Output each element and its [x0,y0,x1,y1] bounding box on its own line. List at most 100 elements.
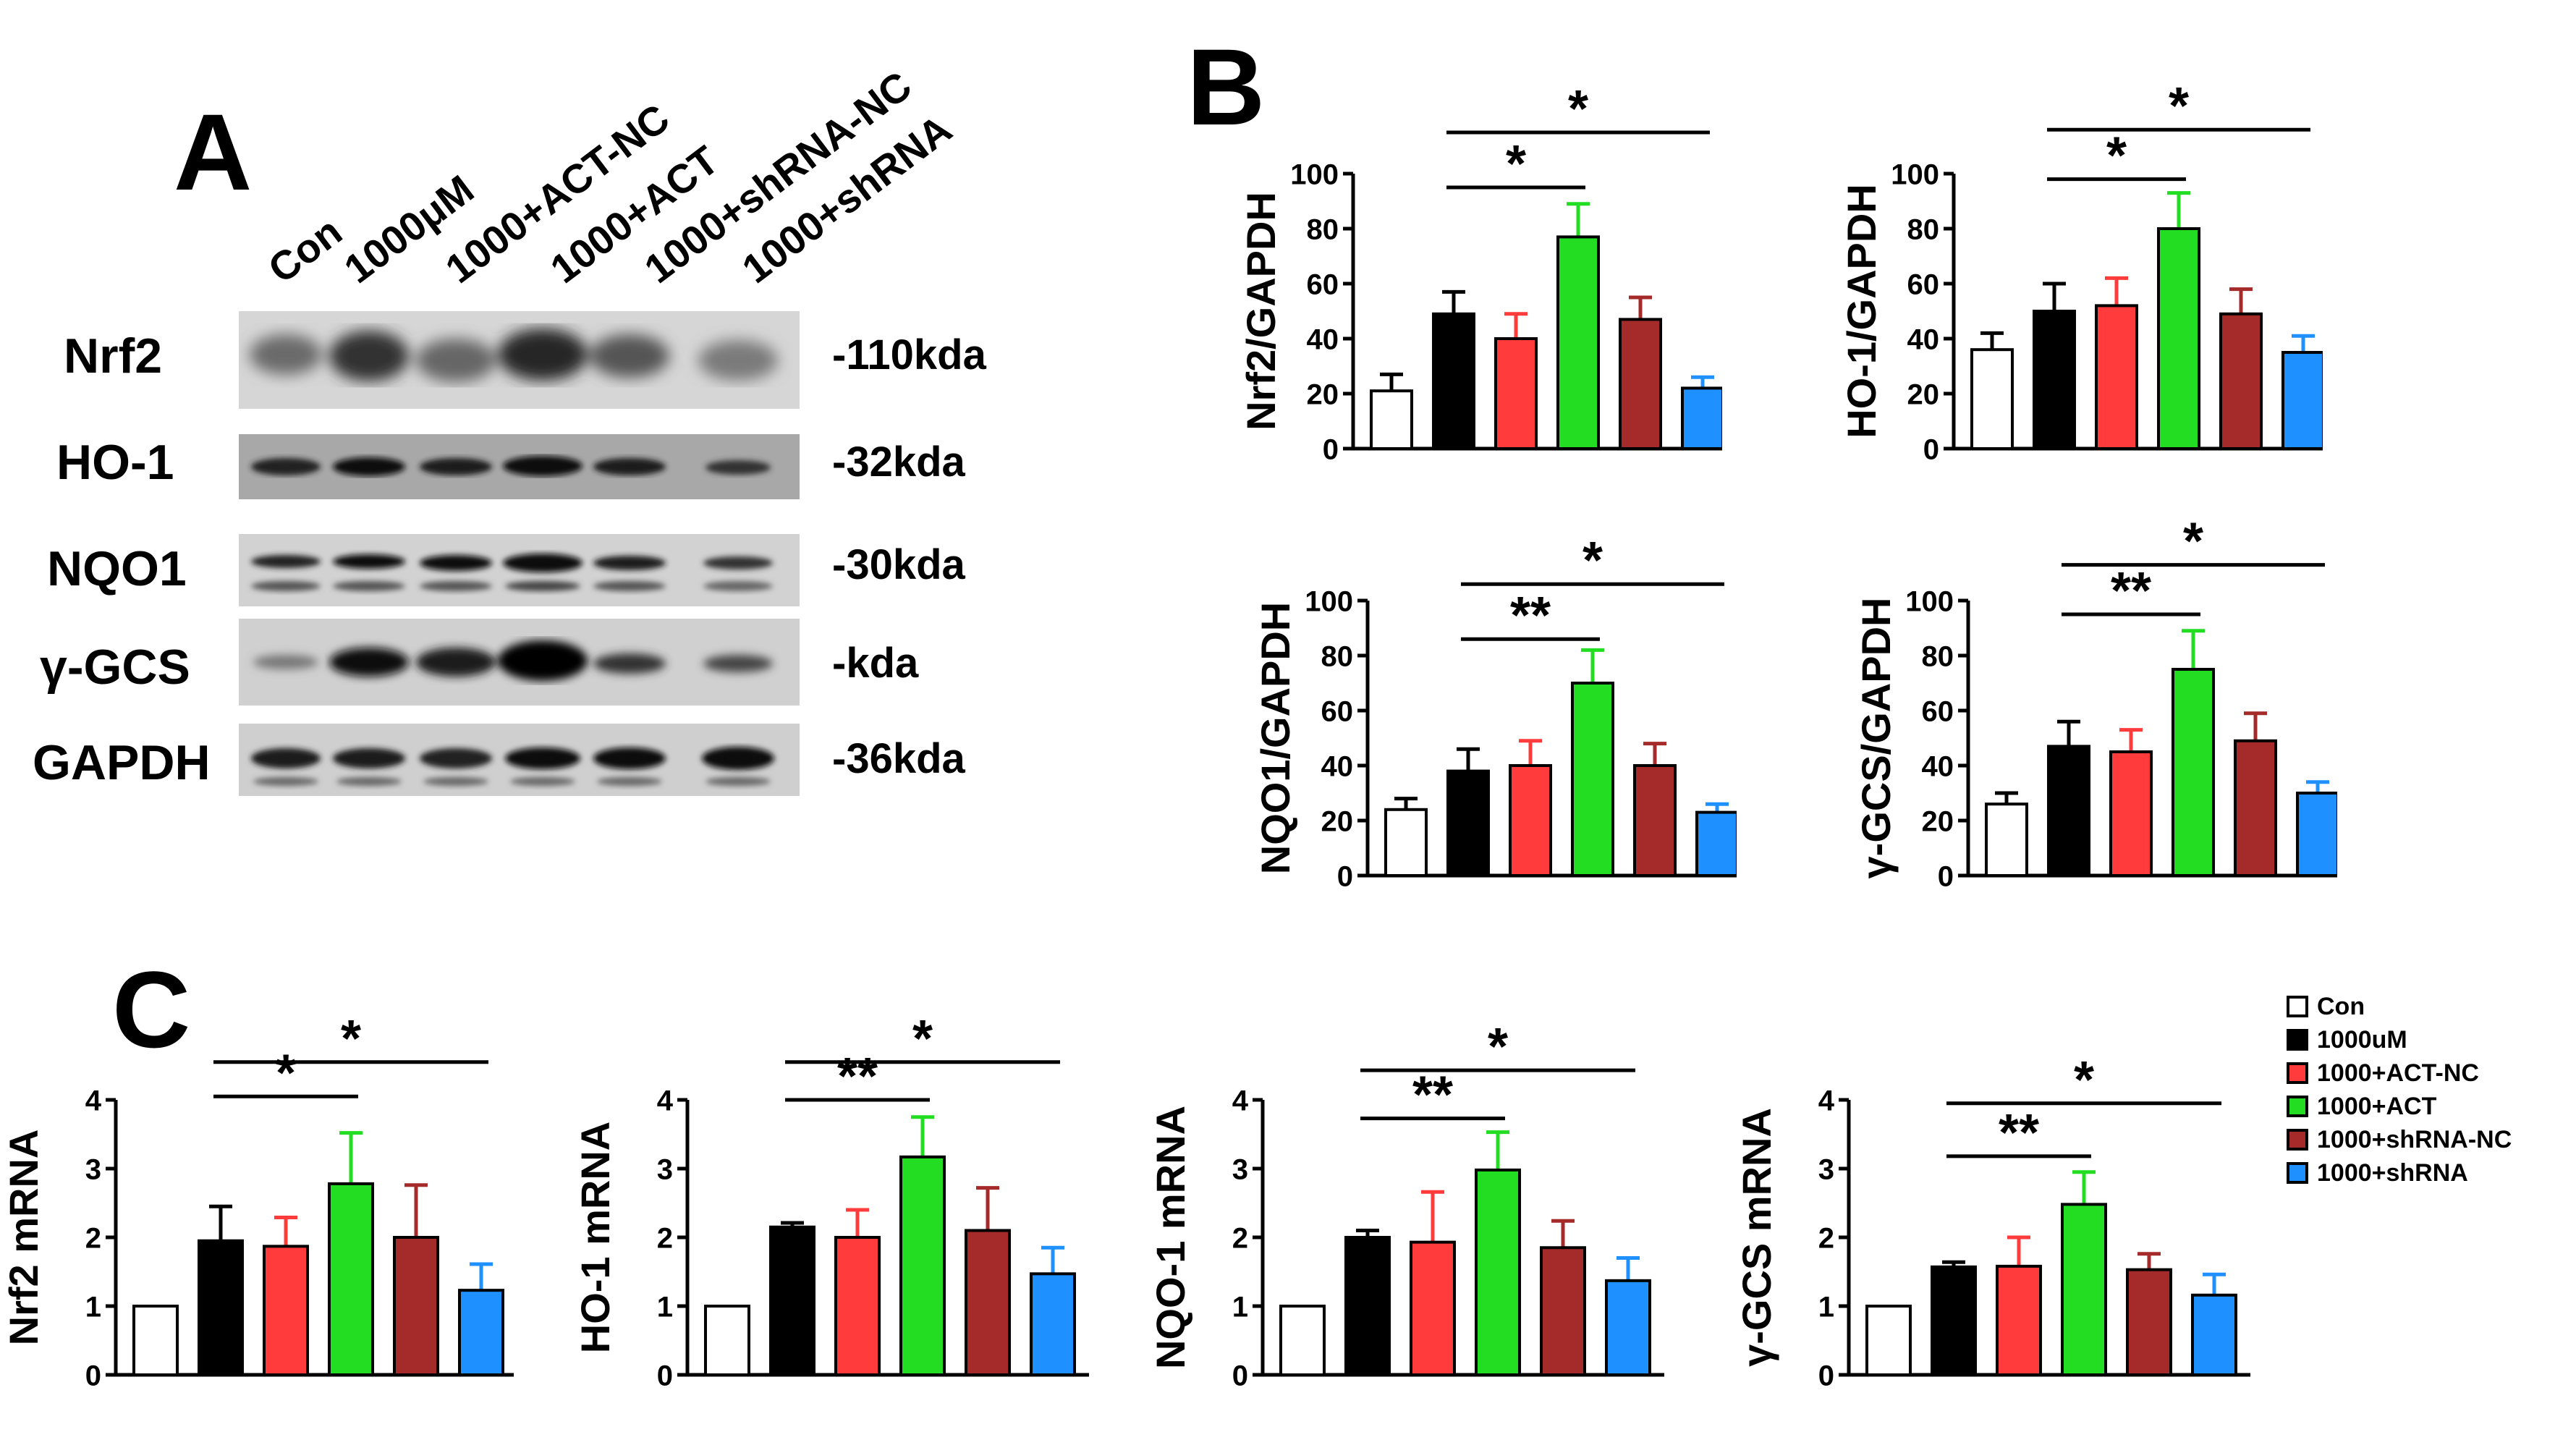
bar [1432,312,1475,450]
bar [1494,337,1538,450]
legend-label: 1000+shRNA [2317,1158,2468,1187]
bar [132,1305,179,1376]
bar [458,1289,504,1376]
bar [1681,386,1722,450]
y-axis-label: γ-GCS mRNA [1734,1108,1779,1367]
bar [1970,348,2014,451]
y-axis-label: Nrf2/GAPDH [1238,192,1284,431]
significance-label: ** [1510,587,1551,645]
bar [1279,1305,1326,1376]
bar [1475,1168,1521,1376]
legend-label: Con [2317,992,2365,1020]
blot-size-label: -32kda [832,439,965,486]
legend-label: 1000+ACT-NC [2317,1059,2479,1087]
blot-image-ho1 [239,434,800,499]
legend-label: 1000+ACT [2317,1092,2437,1120]
blot-protein-label: GAPDH [33,735,211,790]
legend-swatch [2287,1129,2308,1151]
y-axis-label: Nrf2 mRNA [7,1130,46,1346]
y-tick-label: 60 [1321,695,1354,727]
y-tick-label: 0 [1938,860,1954,892]
y-tick-label: 0 [1323,433,1339,465]
significance-label: ** [837,1048,878,1106]
lane-label: Con [259,208,350,292]
y-tick-label: 3 [657,1153,673,1185]
significance-label: * [2169,87,2189,135]
significance-label: * [912,1010,933,1068]
bar [2095,304,2138,450]
bar [1865,1305,1912,1376]
blot-image-nqo1 [239,534,800,606]
blot-image-gapdh [239,724,800,796]
bar [1556,235,1600,450]
blot-size-label: -110kda [832,331,986,378]
bar [2157,227,2200,450]
y-tick-label: 3 [1818,1153,1834,1185]
y-tick-label: 3 [85,1153,101,1185]
y-tick-label: 4 [1232,1085,1249,1117]
significance-label: * [341,1010,361,1068]
bar [2047,745,2090,877]
bar [1695,810,1737,878]
y-tick-label: 1 [85,1291,101,1323]
blot-image-gamma-gcs [239,619,800,706]
bar [2296,792,2337,877]
significance-label: * [1488,1018,1508,1076]
bar [834,1236,881,1376]
y-axis-label: HO-1 mRNA [572,1122,618,1353]
y-tick-label: 100 [1891,158,1939,190]
y-tick-label: 1 [1818,1291,1834,1323]
y-tick-label: 60 [1922,695,1954,727]
legend-item: 1000+ACT-NC [2287,1056,2512,1090]
y-tick-label: 0 [1923,433,1939,465]
bar [2191,1293,2237,1376]
bar [1633,764,1677,877]
bar [1410,1240,1456,1376]
y-tick-label: 3 [1232,1153,1248,1185]
significance-label: * [1568,87,1588,138]
blot-protein-label: γ-GCS [40,640,190,695]
y-tick-label: 40 [1907,323,1940,355]
significance-label: * [1583,532,1603,590]
bar [2109,750,2153,877]
y-axis-label: γ-GCS/GAPDH [1853,598,1899,879]
significance-label: ** [1999,1104,2039,1162]
bar [328,1182,374,1376]
blot-size-label: -kda [832,640,919,687]
legend-swatch [2287,1096,2308,1117]
y-tick-label: 80 [1907,213,1940,245]
legend-item: 1000+shRNA [2287,1156,2512,1190]
y-tick-label: 20 [1922,805,1954,837]
bar [2061,1203,2107,1376]
bar [2234,739,2277,877]
bar [2033,310,2076,450]
y-tick-label: 0 [85,1360,101,1391]
bar [198,1239,244,1376]
y-tick-label: 2 [1818,1222,1834,1254]
legend-item: 1000+shRNA-NC [2287,1123,2512,1156]
y-tick-label: 80 [1922,640,1954,672]
legend-swatch [2287,1062,2308,1084]
legend-label: 1000uM [2317,1025,2407,1054]
bar [1931,1265,1977,1376]
y-tick-label: 4 [85,1085,102,1117]
significance-label: * [2106,127,2127,185]
y-axis-label: NQO1/GAPDH [1253,602,1298,875]
y-tick-label: 1 [657,1291,673,1323]
y-tick-label: 20 [1907,378,1940,410]
bar [769,1225,815,1376]
bar [2126,1268,2172,1376]
bar [2219,312,2263,450]
legend-swatch [2287,1029,2308,1051]
y-tick-label: 2 [1232,1222,1248,1254]
y-axis-label: HO-1/GAPDH [1839,184,1884,439]
y-tick-label: 80 [1307,213,1339,245]
y-tick-label: 0 [657,1360,673,1391]
y-tick-label: 40 [1922,750,1954,782]
bar [1509,764,1552,877]
